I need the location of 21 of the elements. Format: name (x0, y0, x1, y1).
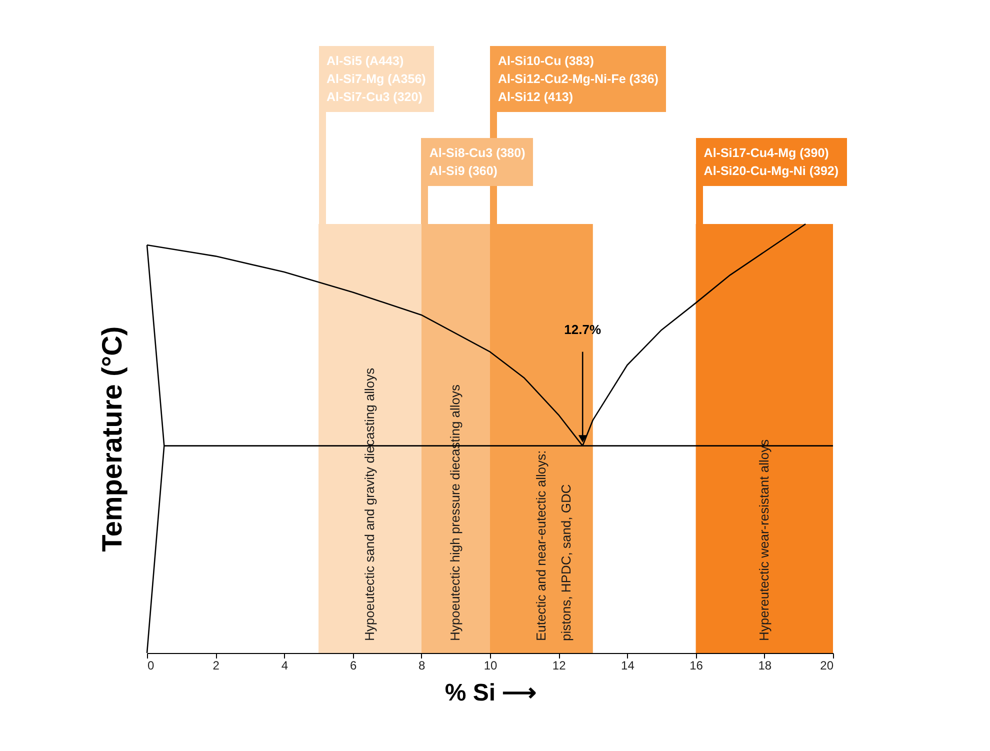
x-tick-label: 8 (418, 658, 426, 672)
x-axis-title: % Si ⟶ (444, 680, 536, 706)
x-tick-label: 6 (350, 658, 357, 672)
x-tick-label: 4 (281, 658, 288, 672)
text: Al-Si10-Cu (383) Al-Si12-Cu2-Mg-Ni-Fe (336) Al-Si12 (413) (490, 46, 666, 112)
x-tick-label: 0 (148, 658, 154, 672)
x-tick-label: 10 (484, 658, 498, 672)
x-tick-label: 16 (690, 658, 704, 672)
x-tick-label: 20 (820, 658, 834, 672)
band-label: Hypoeutectic high pressure diecasting alloys (448, 384, 463, 641)
band-label: Eutectic and near-eutectic alloys: pistons, HPDC, sand, GDC (533, 450, 574, 641)
x-tick-label: 14 (621, 658, 635, 672)
band-label: Hypereutectic wear-resistant alloys (756, 438, 772, 641)
x-tick-label: 18 (758, 658, 772, 672)
y-axis-title: Temperature (°C) (96, 326, 128, 552)
x-tick-label: 12 (552, 658, 566, 672)
text: Al-Si8-Cu3 (380) Al-Si9 (360) (421, 138, 534, 186)
text: Al-Si17-Cu4-Mg (390) Al-Si20-Cu-Mg-Ni (392) (696, 138, 847, 186)
text: Al-Si5 (A443) Al-Si7-Mg (A356) Al-Si7-Cu3 (320) (318, 46, 434, 112)
band-label: Hypoeutectic sand and gravity diecasting alloys (362, 367, 377, 641)
x-tick-label: 2 (212, 658, 220, 672)
